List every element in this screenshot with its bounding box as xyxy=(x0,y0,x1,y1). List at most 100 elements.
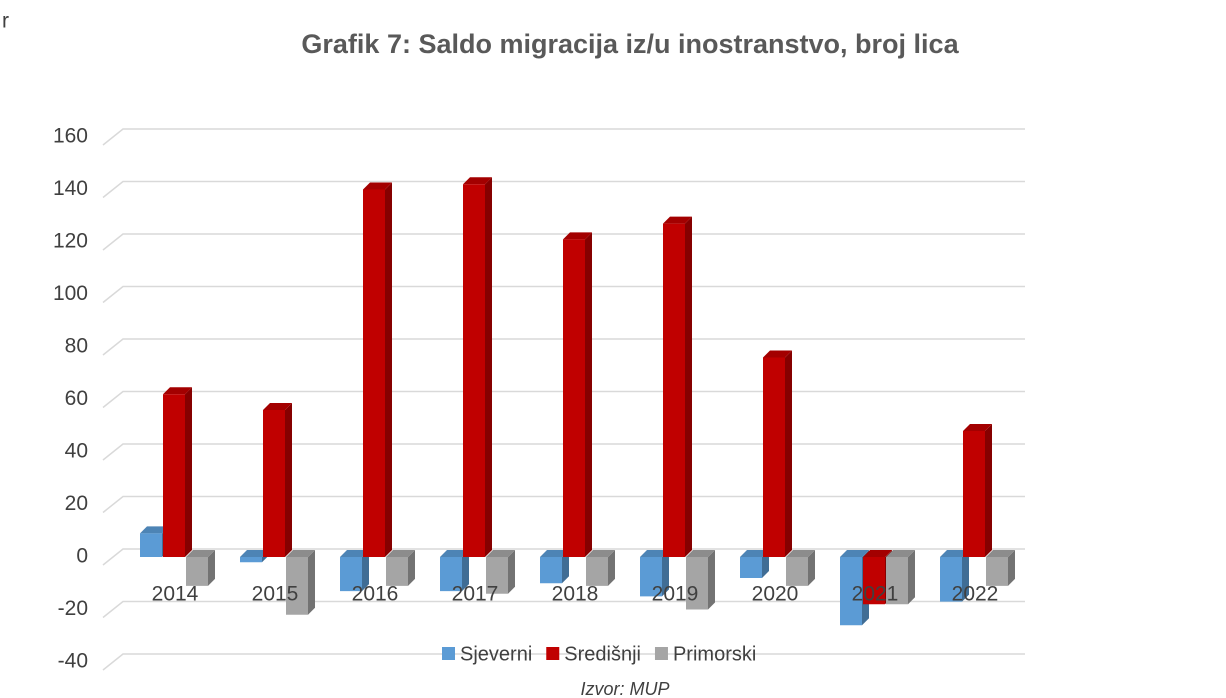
y-tick-label: 20 xyxy=(65,492,88,515)
bar xyxy=(140,533,162,557)
bar-top xyxy=(786,550,815,557)
y-tick-label: 100 xyxy=(53,282,88,305)
grid-line xyxy=(102,390,1025,409)
x-tick-label: 2014 xyxy=(152,583,199,606)
bar-top xyxy=(840,550,869,557)
bar xyxy=(363,189,385,557)
bar xyxy=(840,557,862,626)
y-tick-label: 160 xyxy=(53,125,88,148)
bar xyxy=(640,557,662,597)
bar xyxy=(563,239,585,557)
bar xyxy=(163,394,185,557)
bar-top xyxy=(963,424,992,431)
bar xyxy=(740,557,762,578)
bar-side xyxy=(408,550,415,586)
bar-top xyxy=(463,177,492,185)
bar-side xyxy=(385,182,392,557)
y-tick-label: -40 xyxy=(58,650,88,673)
bar-side xyxy=(185,387,192,557)
bar-top xyxy=(563,232,592,240)
bar-side xyxy=(585,232,592,557)
x-tick-label: 2020 xyxy=(752,583,799,606)
bar xyxy=(786,557,808,586)
bar-top xyxy=(640,550,669,557)
grid-line xyxy=(102,548,1025,566)
bar xyxy=(286,557,308,615)
bar xyxy=(240,557,262,563)
bar-top xyxy=(440,550,469,557)
bar-top xyxy=(186,550,215,557)
bar-side xyxy=(608,550,615,586)
grid-line xyxy=(102,128,1025,146)
bar-top xyxy=(740,550,769,557)
legend-label: Sjeverni xyxy=(460,643,532,665)
bar-top xyxy=(386,550,415,557)
bar xyxy=(540,557,562,584)
grid-line xyxy=(102,338,1025,356)
bar xyxy=(586,557,608,586)
bar xyxy=(186,557,208,586)
x-tick-label: 2015 xyxy=(252,583,299,606)
y-tick-label: 0 xyxy=(76,545,88,568)
bar-top xyxy=(240,550,269,557)
bar xyxy=(463,184,485,557)
bar-top xyxy=(363,182,392,190)
bar-side xyxy=(562,550,569,584)
grid-line xyxy=(102,653,1025,671)
bar xyxy=(940,557,962,602)
legend-swatch xyxy=(654,647,668,660)
grid-line xyxy=(102,443,1025,461)
bar xyxy=(763,357,785,557)
bar-side xyxy=(485,177,492,557)
stray-text: r xyxy=(2,10,9,33)
bar-side xyxy=(285,403,292,557)
y-tick-label: 40 xyxy=(65,440,88,463)
bar-side xyxy=(208,550,215,586)
bar-side xyxy=(662,550,669,597)
bar-top xyxy=(940,550,969,557)
bar xyxy=(440,557,462,592)
bar-top xyxy=(686,550,715,557)
bar-side xyxy=(785,350,792,557)
source: Izvor: MUP xyxy=(580,679,669,698)
bar xyxy=(686,557,708,610)
grid-line xyxy=(102,180,1025,199)
x-tick-label: 2018 xyxy=(552,583,599,606)
grid-line xyxy=(102,495,1025,514)
bar-side xyxy=(685,216,692,557)
bar xyxy=(663,223,685,557)
bar-top xyxy=(863,550,892,557)
bar-side xyxy=(708,550,715,610)
bar xyxy=(263,410,285,557)
bar-side xyxy=(985,424,992,557)
bar-side xyxy=(462,550,469,592)
bar-side xyxy=(308,550,315,615)
bar xyxy=(486,557,508,594)
bar-side xyxy=(1008,550,1015,586)
grid-line xyxy=(102,600,1025,619)
legend-swatch xyxy=(442,647,455,660)
bar-side xyxy=(808,550,815,586)
y-tick-label: 120 xyxy=(53,230,88,253)
grid-line xyxy=(102,233,1025,251)
y-tick-label: 80 xyxy=(65,335,88,358)
y-tick-label: 60 xyxy=(65,387,88,410)
bar xyxy=(986,557,1008,586)
legend-label: Primorski xyxy=(673,643,756,665)
bar-top xyxy=(163,387,192,395)
bar-top xyxy=(986,550,1015,557)
bar-top xyxy=(540,550,569,557)
x-tick-label: 2021 xyxy=(852,583,899,606)
bar-side xyxy=(908,550,915,605)
bar-top xyxy=(663,216,692,224)
x-tick-label: 2017 xyxy=(452,583,499,606)
chart-title: Grafik 7: Saldo migracija iz/u inostrans… xyxy=(301,29,959,59)
legend-label: Središnji xyxy=(564,643,641,665)
bar-side xyxy=(962,550,969,602)
y-tick-label: -20 xyxy=(58,597,88,620)
bar-top xyxy=(586,550,615,557)
x-tick-label: 2022 xyxy=(952,583,999,606)
bar-side xyxy=(508,550,515,594)
x-tick-label: 2019 xyxy=(652,583,699,606)
bar xyxy=(386,557,408,586)
